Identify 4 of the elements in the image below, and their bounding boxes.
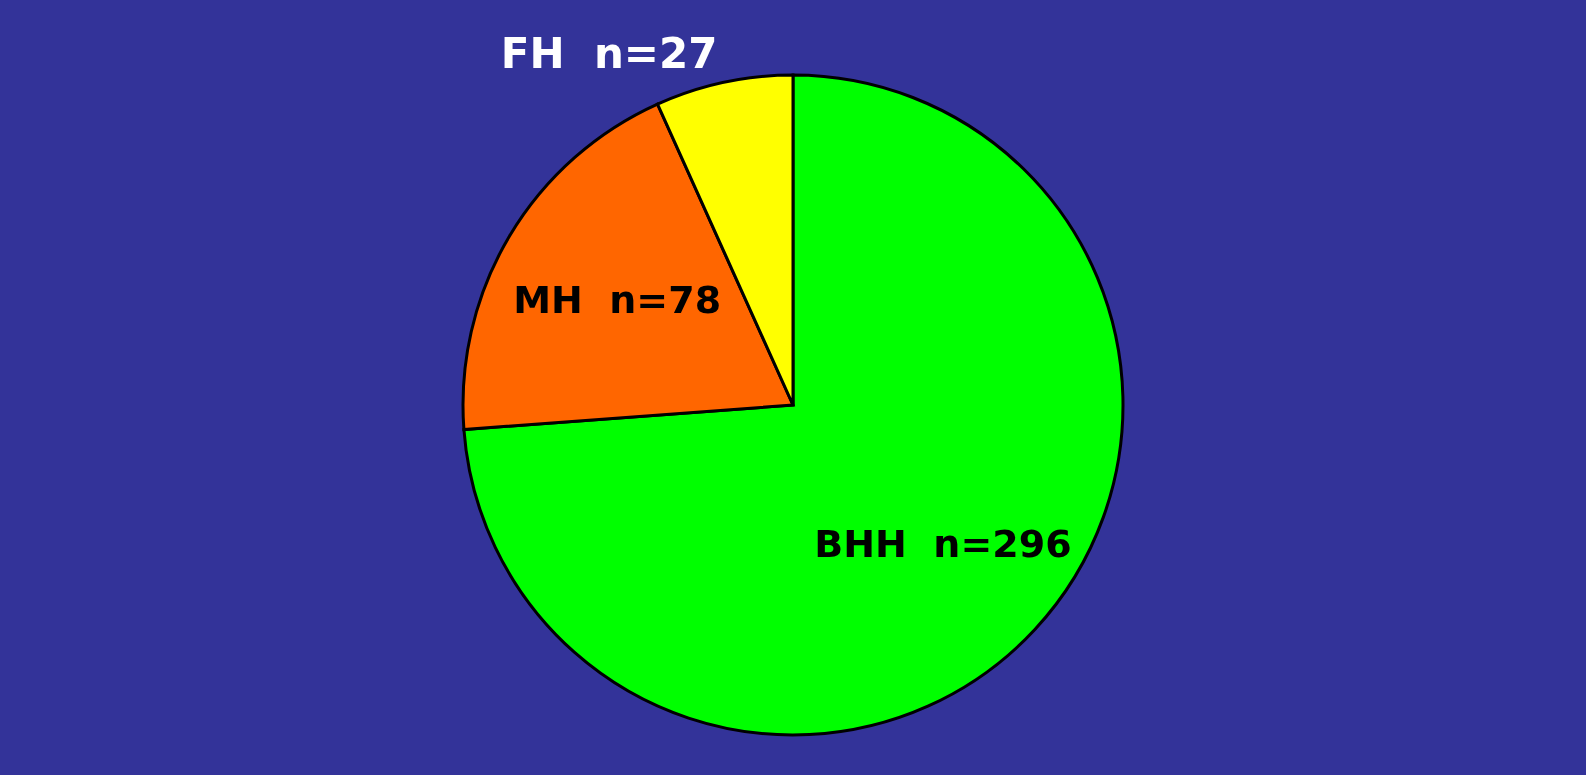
slice-label: MH n=78 <box>513 278 722 323</box>
slice-label: BHH n=296 <box>814 522 1072 567</box>
slice-label: FH n=27 <box>500 28 718 78</box>
pie-slice <box>462 73 1125 737</box>
